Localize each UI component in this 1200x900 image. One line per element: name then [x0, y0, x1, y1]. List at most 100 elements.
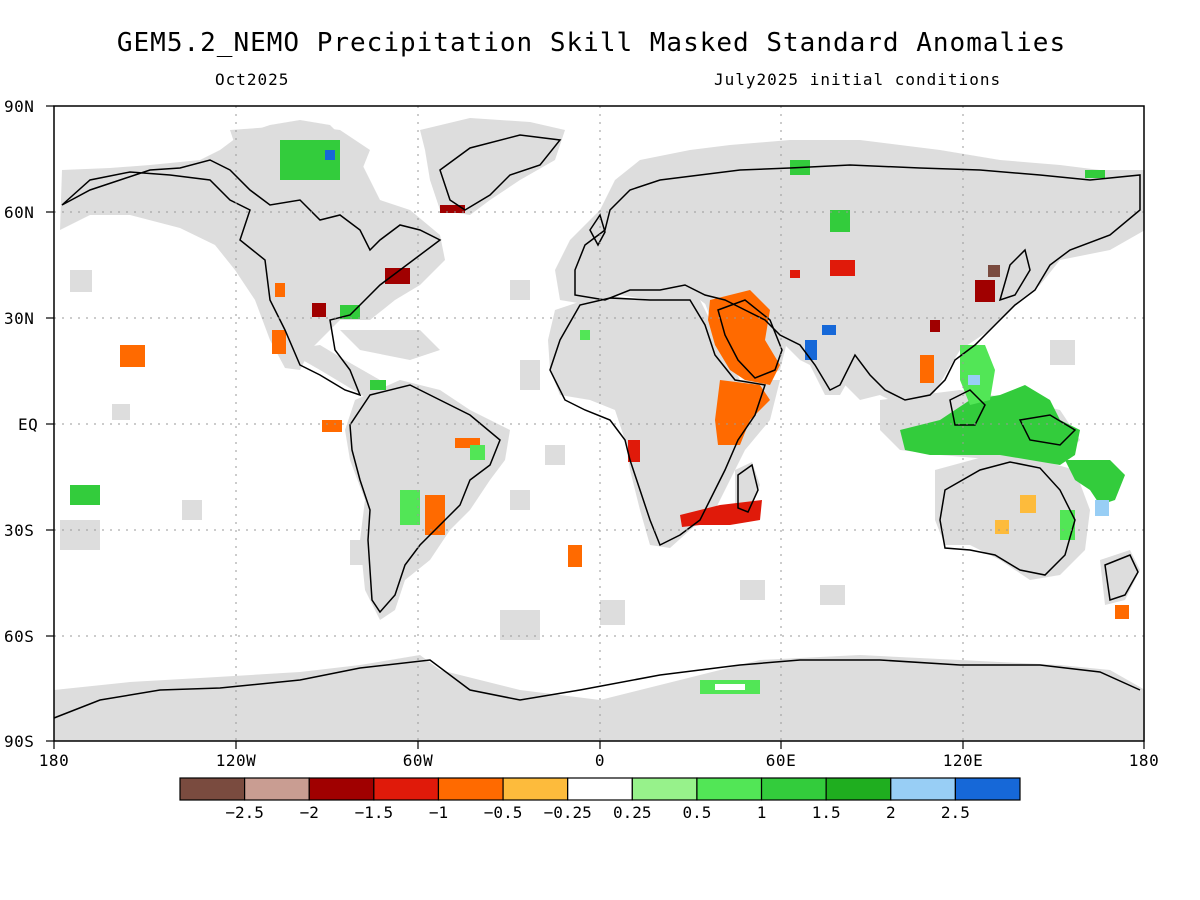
anomaly-antarctica-white — [715, 684, 745, 690]
colorbar-label: −1.5 — [354, 803, 394, 822]
colorbar-label: −2 — [299, 803, 319, 822]
mask-india — [790, 320, 870, 395]
coastlines — [53, 134, 1141, 719]
anomaly-korea — [975, 280, 995, 302]
coast-greenland — [439, 134, 562, 211]
anomaly-caspian — [790, 270, 800, 278]
colorbar-swatch — [567, 777, 633, 801]
lon-label-180w: 180 — [38, 751, 70, 770]
colorbar-swatch — [437, 777, 504, 801]
colorbar-swatch — [890, 777, 956, 801]
anomaly-hawaii — [120, 345, 145, 367]
coast-madagascar — [737, 463, 759, 513]
anomaly-se-asia — [920, 355, 934, 383]
coast-south-america — [349, 384, 501, 614]
colorbar — [179, 777, 1021, 801]
anomaly-mexico — [272, 330, 286, 354]
colorbar-label: −2.5 — [225, 803, 264, 822]
mask-antarctica — [54, 655, 1145, 741]
colorbar-swatch — [179, 777, 246, 801]
colorbar-swatch — [631, 777, 698, 801]
anomaly-bering — [1085, 170, 1105, 178]
coast-new-guinea — [1018, 414, 1077, 446]
colorbar-label: −0.5 — [483, 803, 523, 822]
anomaly-northeast-us — [385, 268, 410, 284]
mask-central-america — [285, 345, 395, 400]
anomaly-new-zealand — [1115, 605, 1129, 619]
colorbar-swatch — [954, 777, 1021, 801]
grid-lines — [54, 106, 1144, 741]
colorbar-label: 2.5 — [940, 803, 970, 822]
anomaly-maritime-green — [900, 385, 1080, 465]
anomaly-central-asia — [830, 260, 855, 276]
lat-label-eq: EQ — [18, 415, 39, 434]
mask-australia — [935, 455, 1090, 580]
anomaly-coral-sea — [1065, 460, 1125, 505]
anomaly-australia-c — [995, 520, 1009, 534]
colorbar-swatch — [373, 777, 440, 801]
coast-japan — [998, 248, 1031, 302]
lat-label-30s: 30S — [4, 521, 35, 540]
mask-africa — [548, 295, 780, 548]
lon-label-120e: 120E — [942, 751, 984, 770]
colorbar-swatch — [696, 777, 763, 801]
lat-label-90s: 90S — [4, 732, 35, 751]
colorbar-swatch — [825, 777, 892, 801]
coast-africa — [549, 297, 766, 547]
mask-caribbean — [340, 330, 440, 360]
colorbar-label: −1 — [428, 803, 449, 822]
coast-north-america — [61, 159, 442, 397]
anomaly-central-africa — [628, 440, 640, 462]
anomaly-brazil-ne — [455, 438, 480, 448]
colorbar-swatch — [244, 777, 310, 801]
anomaly-himalaya — [822, 325, 836, 335]
lon-label-0: 0 — [594, 751, 606, 770]
tick-marks — [46, 105, 1145, 749]
mask-greenland — [420, 118, 565, 215]
lat-label-30n: 30N — [4, 309, 35, 328]
lon-label-60e: 60E — [765, 751, 797, 770]
anomaly-panama — [370, 380, 386, 390]
anomaly-colombia — [322, 420, 342, 432]
coast-borneo — [949, 389, 986, 426]
anomaly-west-africa — [580, 330, 590, 340]
lon-label-60w: 60W — [402, 751, 434, 770]
anomaly-gulf-us — [312, 303, 326, 317]
lat-label-60s: 60S — [4, 627, 35, 646]
initial-conditions-label: July2025 initial conditions — [714, 70, 1002, 89]
colorbar-label: 1.5 — [811, 803, 841, 822]
anomaly-south-pacific — [70, 485, 100, 505]
colorbar-label: 0.25 — [613, 803, 652, 822]
colorbar-swatch — [502, 777, 569, 801]
map-title: GEM5.2_NEMO Precipitation Skill Masked S… — [116, 28, 1067, 58]
lat-label-90n: 90N — [4, 97, 35, 116]
colorbar-swatch — [760, 777, 827, 801]
anomaly-japan — [988, 265, 1000, 277]
coast-antarctica — [53, 659, 1141, 719]
colorbar-label: 1 — [756, 803, 767, 822]
colorbar-label: 0.5 — [682, 803, 712, 822]
anomaly-sw-us — [275, 283, 285, 297]
lon-label-180e: 180 — [1128, 751, 1160, 770]
anomaly-brazil-e — [470, 445, 485, 460]
anomaly-paraguay — [400, 490, 420, 525]
anomaly-horn-of-africa — [715, 380, 770, 445]
coast-new-zealand — [1104, 554, 1139, 601]
lon-label-120w: 120W — [215, 751, 257, 770]
anomaly-south-atlantic — [568, 545, 582, 567]
forecast-month: Oct2025 — [215, 70, 290, 89]
coast-australia — [939, 461, 1076, 576]
anomaly-hudson — [325, 150, 335, 160]
anomaly-australia-e — [1020, 495, 1036, 513]
coast-uk — [589, 213, 606, 247]
anomaly-india — [805, 340, 817, 360]
coast-eurasia — [574, 164, 1141, 401]
anomaly-tasman — [1095, 500, 1109, 516]
anomaly-china — [930, 320, 940, 332]
colorbar-label: −0.25 — [543, 803, 592, 822]
anomaly-siberia — [830, 210, 850, 232]
coast-arabia — [717, 299, 783, 379]
colorbar-label: 2 — [885, 803, 896, 822]
colorbar-swatch — [308, 777, 375, 801]
